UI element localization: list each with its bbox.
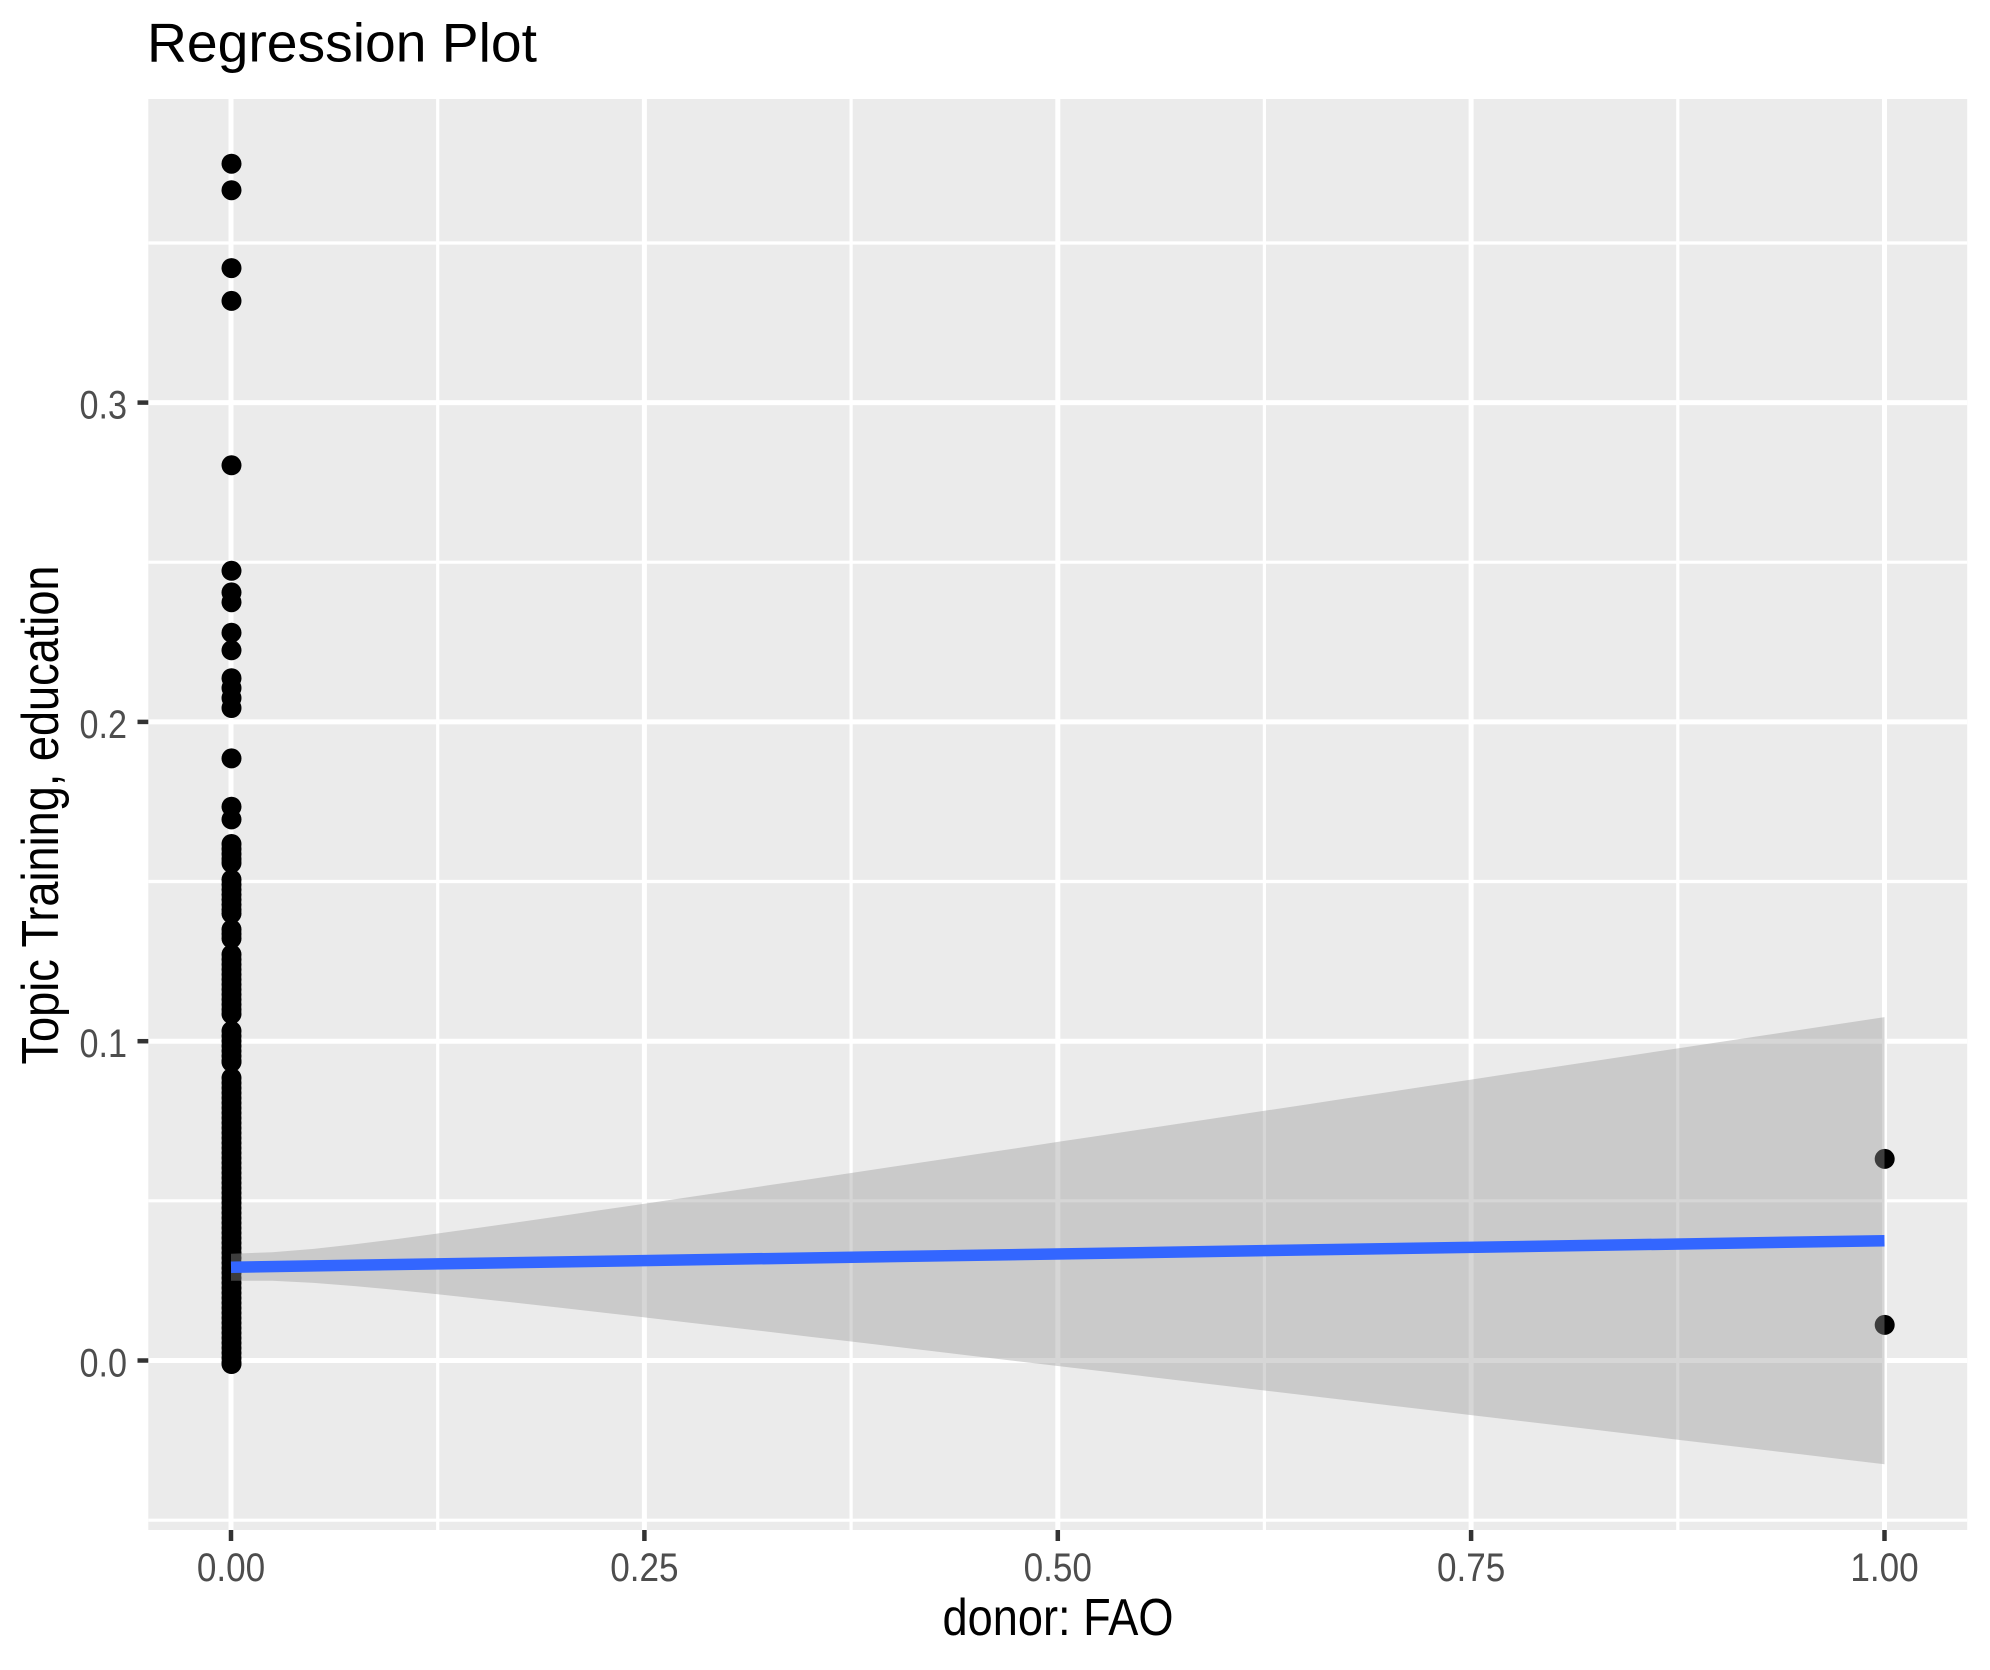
svg-text:0.00: 0.00 [197,1546,265,1590]
svg-text:Topic Training, education: Topic Training, education [12,566,70,1065]
svg-text:0.1: 0.1 [80,1022,128,1066]
svg-text:donor: FAO: donor: FAO [943,1589,1174,1647]
svg-text:0.75: 0.75 [1437,1546,1505,1590]
svg-text:0.3: 0.3 [80,384,128,428]
svg-text:Regression Plot: Regression Plot [147,12,537,74]
svg-text:1.00: 1.00 [1850,1546,1918,1590]
svg-text:0.25: 0.25 [610,1546,678,1590]
svg-text:0.2: 0.2 [80,703,128,747]
svg-text:0.0: 0.0 [80,1342,128,1386]
svg-text:0.50: 0.50 [1024,1546,1092,1590]
